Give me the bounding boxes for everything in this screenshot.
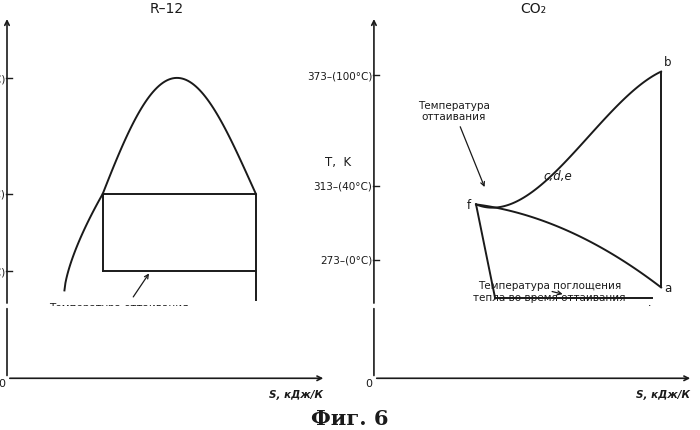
Text: T,  K: T, K (326, 155, 351, 168)
Text: a: a (664, 281, 671, 294)
Text: b: b (664, 56, 672, 69)
Text: 313–(40°C): 313–(40°C) (0, 190, 6, 200)
Text: Фиг. 6: Фиг. 6 (312, 408, 388, 428)
Title: CO₂: CO₂ (520, 2, 547, 16)
Text: Температура
оттаивания: Температура оттаивания (418, 101, 489, 186)
Text: Температура поглощения
тепла во время оттаивания: Температура поглощения тепла во время от… (473, 280, 626, 302)
Text: 0: 0 (0, 378, 6, 388)
Text: 313–(40°C): 313–(40°C) (314, 181, 372, 191)
Text: g: g (491, 304, 499, 317)
Text: 373–(100°C): 373–(100°C) (0, 74, 6, 84)
Text: 373–(100°C): 373–(100°C) (307, 71, 372, 81)
Text: S, кДж/К: S, кДж/К (269, 389, 323, 399)
Text: 273–(0°C): 273–(0°C) (320, 255, 372, 265)
Text: 273–(0°C): 273–(0°C) (0, 267, 6, 276)
Text: S, кДж/К: S, кДж/К (636, 389, 690, 399)
Title: R–12: R–12 (150, 2, 183, 16)
Text: c,d,e: c,d,e (543, 170, 572, 183)
Text: f: f (467, 199, 471, 212)
Text: h: h (648, 304, 655, 317)
Text: 0: 0 (365, 378, 372, 388)
Text: Температура оттаивания
и поглощения тепла
во время оттаивания: Температура оттаивания и поглощения тепл… (49, 275, 188, 335)
